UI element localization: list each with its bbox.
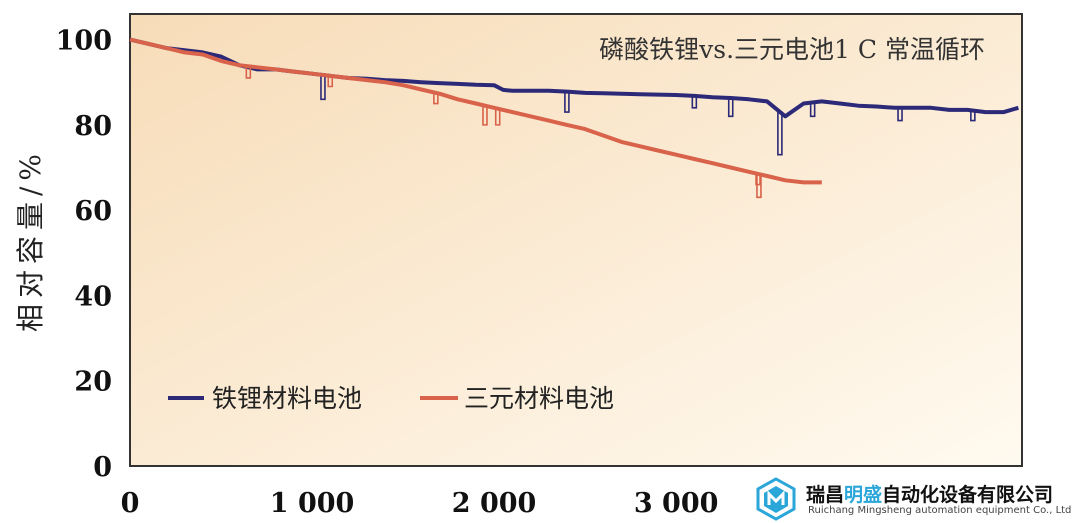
x-axis-ticks: 0 1 000 2 000 3 000 [121, 488, 719, 519]
series-dip [494, 108, 501, 126]
plot-area [129, 13, 1023, 467]
series-ncm [129, 37, 822, 199]
company-name-en: Ruichang Mingsheng automation equipment … [808, 505, 1072, 516]
series-dip [809, 102, 816, 118]
series-dip [777, 111, 783, 156]
series-dip [691, 95, 698, 109]
series-dip [970, 110, 976, 122]
series-dip [897, 107, 903, 122]
series-dip [755, 173, 761, 186]
y-tick-label: 20 [74, 367, 112, 398]
y-tick-label: 60 [74, 196, 112, 227]
series-layer [129, 37, 1019, 199]
company-logo-icon [756, 477, 796, 521]
y-tick-label: 0 [93, 452, 112, 483]
company-name: 瑞昌明盛自动化设备有限公司 [806, 484, 1054, 506]
series-dip [320, 74, 326, 101]
y-tick-label: 40 [74, 281, 112, 312]
series-dip [433, 92, 439, 105]
series-dip [756, 174, 762, 199]
series-dip [727, 98, 734, 118]
legend-label-lfp: 铁锂材料电池 [212, 384, 362, 413]
legend-label-ncm: 三元材料电池 [464, 384, 614, 413]
x-tick-label: 1 000 [270, 488, 355, 519]
x-tick-label: 0 [121, 488, 140, 519]
series-line [129, 37, 822, 185]
series-dip [245, 66, 252, 79]
series-dip [482, 105, 488, 126]
y-tick-label: 100 [56, 26, 112, 57]
legend: 铁锂材料电池 三元材料电池 [168, 384, 614, 413]
chart-title: 磷酸铁锂vs.三元电池1 C 常温循环 [599, 35, 985, 64]
x-tick-label: 3 000 [634, 488, 719, 519]
y-tick-label: 80 [74, 111, 112, 142]
x-tick-label: 2 000 [452, 488, 537, 519]
y-axis-ticks: 0 20 40 60 80 100 [56, 26, 112, 483]
series-dip [564, 91, 570, 113]
company-watermark: 瑞昌明盛自动化设备有限公司 Ruichang Mingsheng automat… [752, 476, 1078, 522]
y-axis-label: 相对容量/% [14, 148, 47, 332]
series-dip [327, 75, 334, 88]
